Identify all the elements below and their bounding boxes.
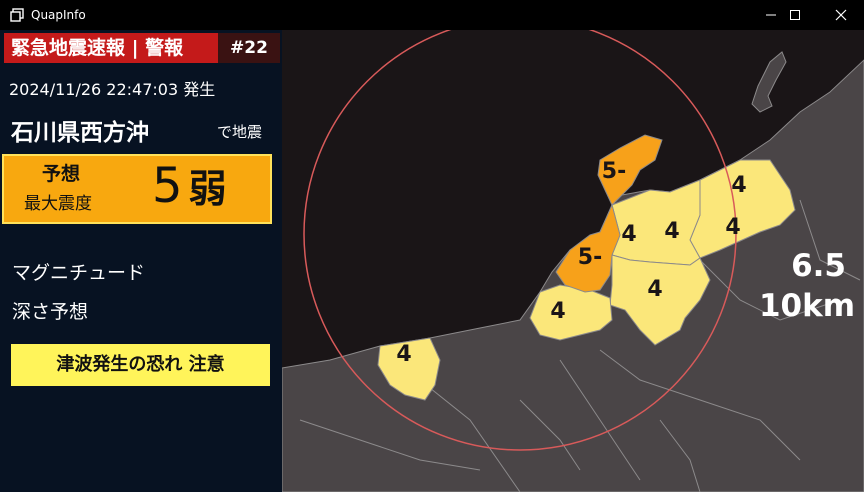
region-noto bbox=[597, 134, 663, 206]
shindo4-regions bbox=[377, 159, 796, 401]
alert-number: #22 bbox=[218, 33, 280, 63]
alert-type: 緊急地震速報 | 警報 bbox=[4, 33, 218, 63]
kaga-5-weak: 5- bbox=[578, 245, 602, 270]
prefecture-borders bbox=[299, 199, 861, 492]
maximize-icon bbox=[790, 10, 800, 20]
intensity-number: 5 bbox=[152, 158, 183, 214]
region-suffix: で地震 bbox=[217, 123, 263, 141]
alert-banner: 緊急地震速報 | 警報 #22 bbox=[4, 33, 280, 63]
epicenter-region: 石川県西方沖 bbox=[11, 120, 149, 146]
noto-5-weak: 5- bbox=[602, 159, 626, 184]
shindo5-regions bbox=[555, 134, 663, 293]
intensity-label-top: 予想 bbox=[42, 163, 81, 185]
close-button[interactable] bbox=[818, 0, 864, 30]
niigata-c: 4 bbox=[664, 219, 679, 244]
title-bar: QuapInfo bbox=[0, 0, 864, 30]
maximize-button[interactable] bbox=[772, 0, 818, 30]
region-kaga bbox=[555, 203, 621, 293]
fukui-n: 4 bbox=[396, 342, 411, 367]
intensity-map: 5- 5- 4 4 4 4 4 4 4 bbox=[282, 30, 864, 492]
land-sado bbox=[751, 51, 787, 113]
magnitude-value: 6.5 bbox=[791, 248, 846, 284]
depth-value: 10km bbox=[758, 288, 855, 324]
tsunami-warning: 津波発生の恐れ 注意 bbox=[11, 344, 270, 386]
niigata-b: 4 bbox=[725, 215, 740, 240]
region-gifu-north bbox=[609, 254, 711, 346]
region-tottori bbox=[377, 337, 441, 401]
niigata-a: 4 bbox=[731, 173, 746, 198]
intensity-label-bottom: 最大震度 bbox=[24, 194, 92, 214]
magnitude-label: マグニチュード bbox=[12, 262, 146, 284]
minimize-icon bbox=[766, 14, 776, 16]
minimize-button[interactable] bbox=[748, 0, 794, 30]
gifu-n: 4 bbox=[550, 299, 565, 324]
app-icon bbox=[10, 8, 24, 22]
window-title: QuapInfo bbox=[31, 8, 86, 22]
close-icon bbox=[835, 9, 847, 21]
toyama-a: 4 bbox=[621, 222, 636, 247]
toyama-b: 4 bbox=[647, 277, 662, 302]
depth-label: 深さ予想 bbox=[12, 301, 89, 323]
alert-panel bbox=[0, 30, 282, 492]
occurrence-time: 2024/11/26 22:47:03 発生 bbox=[9, 80, 216, 99]
epicenter-ring bbox=[303, 30, 737, 451]
intensity-modifier: 弱 bbox=[188, 167, 227, 211]
